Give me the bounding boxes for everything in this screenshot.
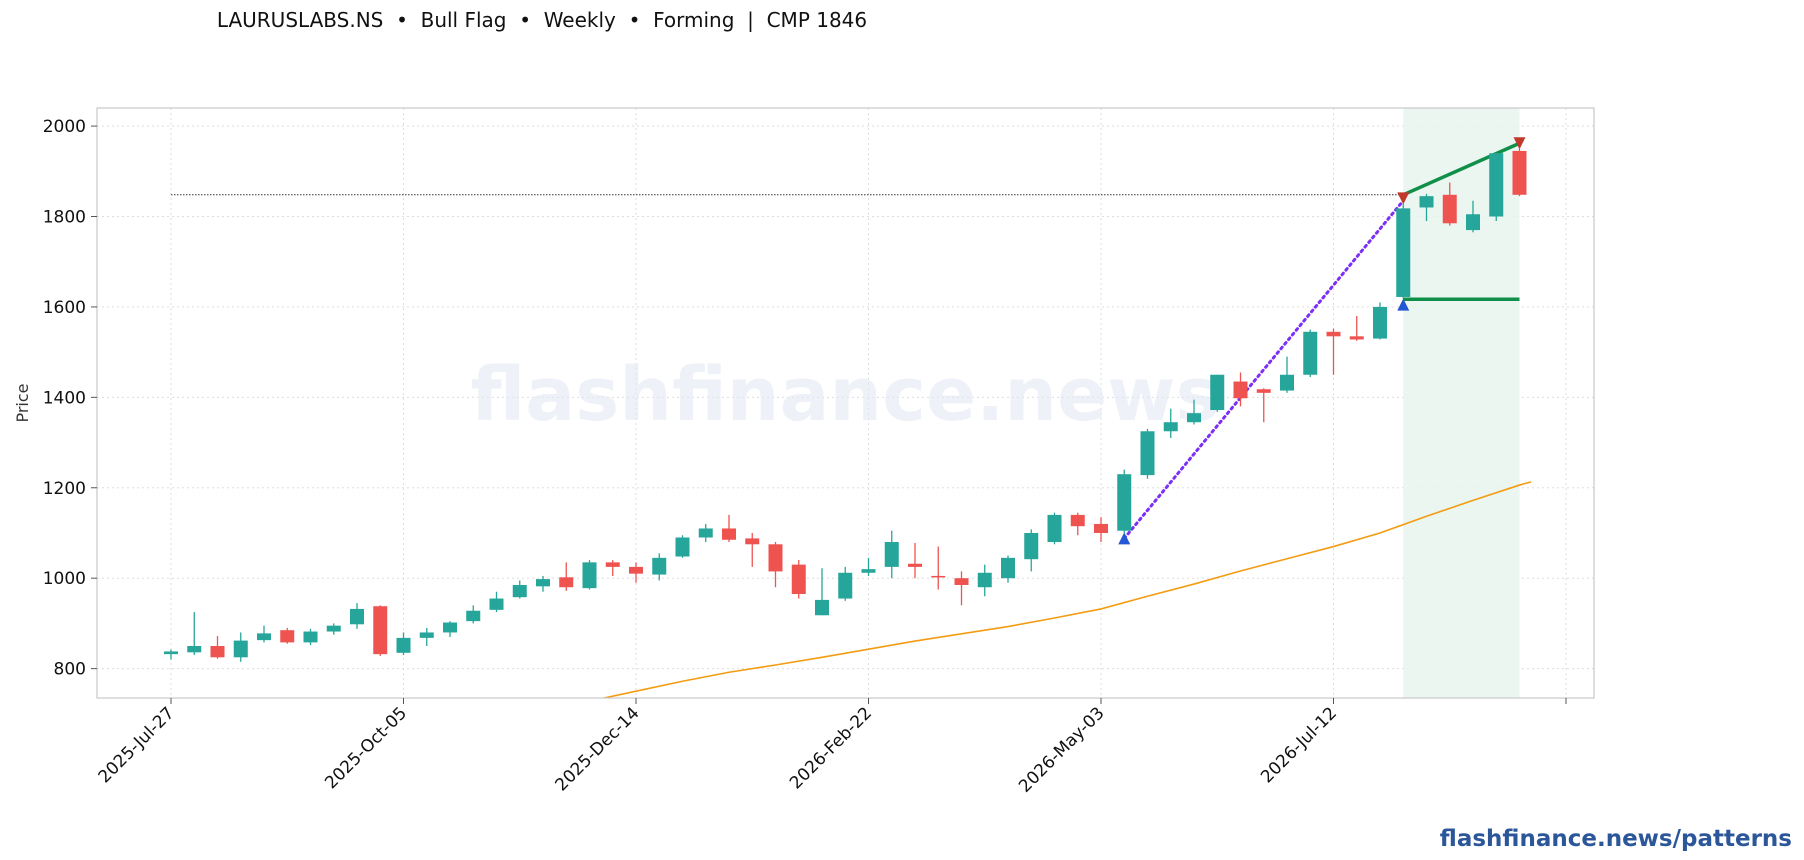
candle-body: [908, 563, 922, 567]
watermark-text: flashfinance.news: [470, 352, 1219, 438]
candle-body: [280, 630, 295, 643]
candle-body: [373, 606, 388, 655]
y-tick-label: 1000: [43, 569, 86, 589]
candle-body: [768, 544, 783, 572]
candle-body: [1256, 389, 1271, 393]
x-tick-label: 2025-Dec-14: [552, 703, 644, 795]
candle-body: [652, 557, 667, 575]
y-tick-label: 1600: [43, 298, 86, 318]
candle-body: [1489, 153, 1504, 217]
candle-body: [396, 637, 411, 653]
chart-title-text: LAURUSLABS.NS • Bull Flag • Weekly • For…: [216, 8, 868, 32]
candle-body: [861, 569, 876, 573]
candle-body: [164, 651, 178, 655]
pattern-lines-layer: [171, 141, 1521, 540]
candle-body: [512, 584, 527, 598]
candle-body: [977, 572, 992, 588]
moving-average-line: [600, 481, 1532, 698]
candle-body: [722, 528, 736, 540]
candle-body: [1001, 557, 1015, 579]
candle-body: [1396, 208, 1411, 297]
candle-body: [350, 608, 364, 625]
candle-body: [326, 625, 341, 632]
candle-body: [1210, 374, 1225, 411]
x-tick-label: 2025-Jul-27: [95, 703, 179, 787]
candle-body: [536, 579, 550, 587]
candle-body: [745, 538, 760, 545]
markers-layer: [1118, 137, 1526, 545]
candles-layer: [164, 148, 1527, 662]
candle-body: [791, 564, 806, 595]
candle-body: [954, 578, 969, 585]
x-tick-label: 2026-Jul-12: [1257, 703, 1341, 787]
flagpole-line: [1122, 199, 1405, 540]
candle-body: [1373, 306, 1387, 339]
marker-up-triangle: [1397, 298, 1410, 311]
y-tick-label: 1800: [43, 208, 86, 228]
candle-body: [1512, 150, 1527, 195]
candle-body: [443, 622, 457, 633]
y-tick-label: 800: [54, 660, 86, 680]
marker-up-triangle: [1118, 532, 1131, 545]
y-tick-label: 2000: [43, 117, 86, 137]
candle-body: [815, 599, 829, 616]
candle-body: [1280, 374, 1294, 391]
candle-body: [582, 562, 597, 589]
candle-body: [303, 631, 318, 643]
marker-down-triangle: [1513, 137, 1526, 150]
candle-body: [629, 566, 643, 574]
candle-body: [1303, 331, 1318, 375]
axes-layer: 800 1000 1200 1400 1600 1800 2000 2025-Jul-27 20…: [13, 107, 1595, 797]
candle-body: [1442, 194, 1457, 224]
candle-body: [1140, 431, 1155, 476]
x-tick-label: 2026-May-03: [1015, 703, 1108, 796]
flag-upper-line: [1402, 141, 1521, 197]
candle-body: [466, 610, 481, 622]
grid-layer: [97, 108, 1594, 698]
candle-body: [1047, 514, 1062, 543]
y-axis-label: Price: [13, 383, 32, 422]
chart-title: LAURUSLABS.NS • Bull Flag • Weekly • For…: [0, 8, 1804, 32]
candle-body: [884, 542, 899, 567]
candle-body: [675, 537, 690, 557]
candle-body: [605, 562, 620, 567]
candle-body: [1419, 196, 1434, 208]
watermark-layer: flashfinance.news: [470, 352, 1219, 438]
candle-body: [1233, 381, 1248, 399]
plot-frame: [96, 107, 1595, 699]
candle-body: [1094, 523, 1108, 533]
candle-body: [559, 577, 574, 588]
candle-body: [1024, 532, 1039, 560]
candle-body: [1163, 422, 1178, 432]
candle-body: [233, 640, 248, 658]
candle-body: [931, 575, 946, 578]
candle-body: [1117, 474, 1132, 531]
candle-body: [1466, 214, 1480, 231]
candle-body: [1187, 413, 1201, 423]
candle-body: [257, 633, 271, 641]
moving-average-layer: [600, 481, 1532, 698]
candle-body: [187, 646, 202, 653]
x-tick-label: 2026-Feb-22: [786, 703, 876, 793]
candle-body: [1070, 514, 1085, 527]
candle-body: [1349, 336, 1364, 340]
candle-body: [210, 646, 225, 658]
candle-body: [1326, 331, 1341, 337]
candle-body: [698, 528, 713, 538]
candle-body: [838, 572, 853, 599]
marker-down-triangle: [1397, 192, 1410, 205]
y-tick-label: 1400: [43, 388, 86, 408]
y-tick-label: 1200: [43, 479, 86, 499]
candle-body: [419, 632, 434, 638]
x-tick-label: 2025-Oct-05: [321, 703, 411, 793]
candle-body: [489, 598, 504, 610]
footer-link[interactable]: flashfinance.news/patterns: [1439, 826, 1792, 852]
